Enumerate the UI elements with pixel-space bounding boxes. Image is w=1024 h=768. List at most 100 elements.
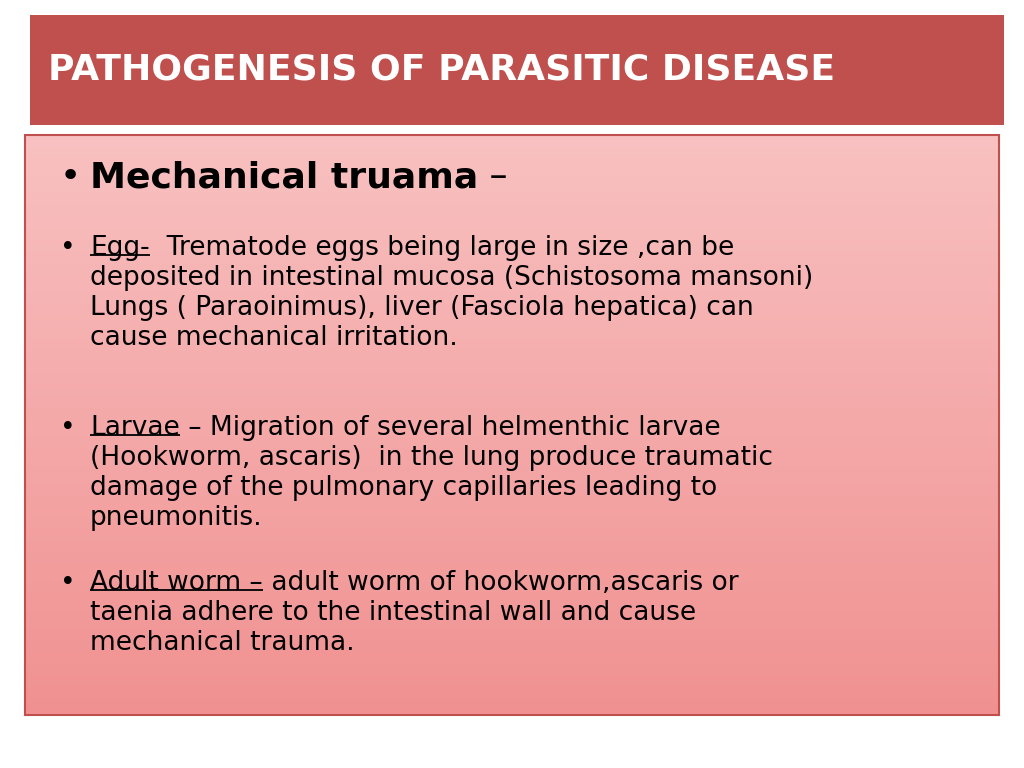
Bar (25, 436, 999, 443)
Bar (25, 199, 999, 206)
Text: •: • (60, 570, 76, 596)
Bar (25, 529, 999, 536)
Bar (25, 449, 999, 455)
Bar (25, 187, 999, 194)
Bar (25, 320, 999, 327)
Text: Egg-: Egg- (90, 235, 150, 261)
Bar (25, 361, 999, 368)
Bar (25, 402, 999, 409)
Text: –: – (478, 160, 508, 194)
Bar (25, 147, 999, 154)
Bar (25, 674, 999, 681)
Bar (25, 419, 999, 426)
Bar (25, 379, 999, 386)
Bar (25, 356, 999, 362)
Bar (25, 465, 999, 472)
Bar (25, 280, 999, 286)
Bar (25, 303, 999, 310)
Bar (25, 135, 999, 715)
Bar (25, 628, 999, 635)
Text: •: • (60, 160, 81, 194)
Bar (25, 680, 999, 687)
Bar (25, 547, 999, 554)
Bar (25, 692, 999, 699)
Bar (25, 344, 999, 351)
Bar (25, 588, 999, 594)
Bar (25, 326, 999, 333)
Text: Trematode eggs being large in size ,can be: Trematode eggs being large in size ,can … (150, 235, 734, 261)
Bar (25, 669, 999, 675)
Bar (25, 535, 999, 542)
Text: adult worm of hookworm,ascaris or: adult worm of hookworm,ascaris or (262, 570, 738, 596)
Bar (25, 686, 999, 693)
Bar (25, 663, 999, 670)
Text: – Migration of several helmenthic larvae: – Migration of several helmenthic larvae (180, 415, 720, 441)
Bar (25, 141, 999, 147)
Bar (25, 611, 999, 617)
Bar (25, 233, 999, 240)
Bar (25, 158, 999, 165)
Bar (30, 15, 1004, 125)
Bar (25, 315, 999, 322)
Bar (25, 367, 999, 374)
Text: mechanical trauma.: mechanical trauma. (90, 630, 354, 656)
Bar (25, 506, 999, 513)
Bar (25, 576, 999, 583)
Text: cause mechanical irritation.: cause mechanical irritation. (90, 325, 458, 351)
Text: (Hookworm, ascaris)  in the lung produce traumatic: (Hookworm, ascaris) in the lung produce … (90, 445, 773, 471)
Bar (25, 512, 999, 519)
Bar (25, 645, 999, 652)
Bar (25, 135, 999, 142)
Bar (25, 477, 999, 484)
Bar (25, 581, 999, 588)
Bar (25, 425, 999, 432)
Bar (25, 372, 999, 379)
Bar (25, 599, 999, 606)
Bar (25, 524, 999, 531)
Bar (25, 431, 999, 438)
Bar (25, 541, 999, 548)
Bar (25, 390, 999, 397)
Text: taenia adhere to the intestinal wall and cause: taenia adhere to the intestinal wall and… (90, 600, 696, 626)
Bar (25, 217, 999, 223)
Bar (25, 338, 999, 345)
Bar (25, 251, 999, 258)
Bar (25, 622, 999, 629)
Bar (25, 617, 999, 623)
Bar (25, 634, 999, 641)
Bar (25, 263, 999, 270)
Bar (25, 286, 999, 293)
Bar (25, 164, 999, 170)
Bar (25, 176, 999, 183)
Bar (25, 210, 999, 217)
Bar (25, 297, 999, 304)
Bar (25, 558, 999, 565)
Bar (25, 703, 999, 710)
Bar (25, 501, 999, 507)
Bar (25, 349, 999, 356)
Bar (25, 333, 999, 339)
Bar (25, 413, 999, 420)
Bar (25, 274, 999, 281)
Bar (25, 408, 999, 415)
Text: PATHOGENESIS OF PARASITIC DISEASE: PATHOGENESIS OF PARASITIC DISEASE (48, 53, 836, 87)
Bar (25, 152, 999, 159)
Bar (25, 396, 999, 402)
Bar (25, 442, 999, 449)
Bar (25, 181, 999, 188)
Bar (25, 257, 999, 263)
Text: Mechanical truama: Mechanical truama (90, 160, 478, 194)
Text: •: • (60, 235, 76, 261)
Text: deposited in intestinal mucosa (Schistosoma mansoni): deposited in intestinal mucosa (Schistos… (90, 265, 813, 291)
Bar (25, 472, 999, 478)
Text: damage of the pulmonary capillaries leading to: damage of the pulmonary capillaries lead… (90, 475, 717, 501)
Text: Adult worm –: Adult worm – (90, 570, 262, 596)
Bar (25, 292, 999, 299)
Bar (25, 268, 999, 275)
Bar (25, 454, 999, 461)
Bar (25, 640, 999, 647)
Bar (25, 193, 999, 200)
Bar (25, 709, 999, 716)
Bar (25, 570, 999, 577)
Bar (25, 564, 999, 571)
